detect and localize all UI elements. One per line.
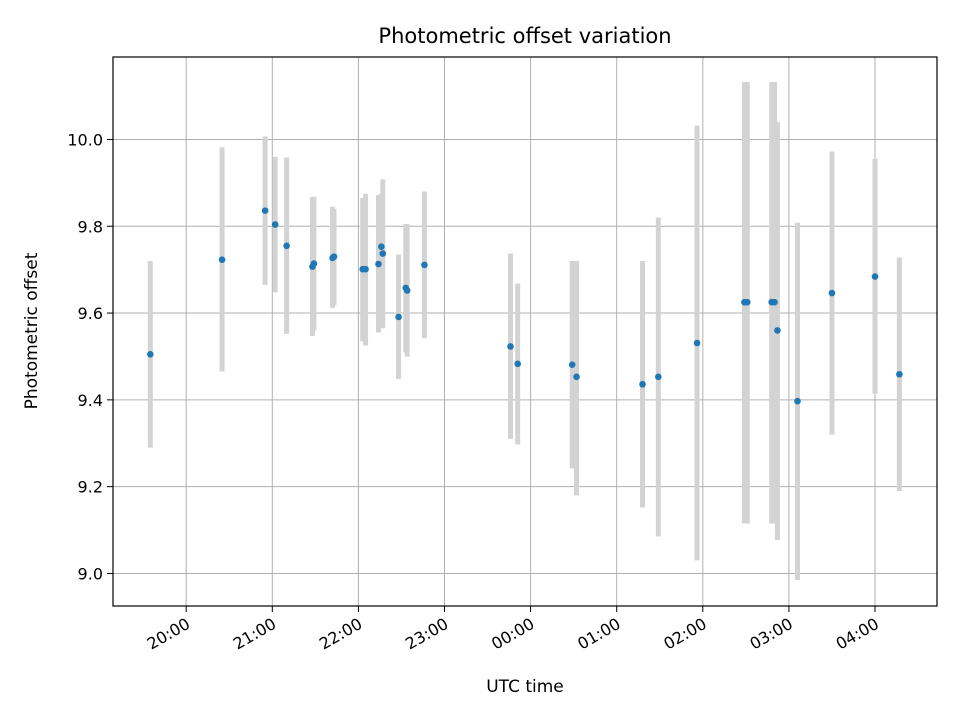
data-points: [147, 207, 903, 405]
data-point: [514, 360, 521, 368]
data-point: [218, 256, 226, 263]
y-tick-label: 9.4: [78, 391, 103, 410]
data-point: [283, 242, 290, 250]
data-point: [379, 250, 387, 257]
data-point: [743, 298, 751, 306]
data-point: [147, 350, 154, 358]
data-point: [375, 260, 382, 268]
y-tick-label: 9.0: [78, 564, 103, 583]
x-axis-label: UTC time: [486, 677, 564, 697]
data-point: [693, 339, 701, 347]
data-point: [421, 261, 428, 269]
data-point: [403, 287, 411, 294]
data-point: [871, 273, 879, 280]
chart-title: Photometric offset variation: [378, 24, 671, 48]
y-tick-label: 9.2: [78, 478, 103, 497]
data-point: [330, 253, 338, 260]
data-point: [774, 327, 781, 334]
plot-frame: [112, 56, 938, 607]
data-point: [271, 221, 279, 228]
data-point: [655, 373, 662, 381]
y-tick-label: 10.0: [67, 130, 103, 149]
data-point: [828, 289, 836, 297]
data-point: [310, 260, 318, 267]
data-point: [639, 380, 646, 388]
data-point: [507, 343, 514, 350]
data-point: [771, 298, 778, 306]
data-point: [573, 373, 580, 381]
data-point: [362, 265, 369, 273]
data-point: [261, 207, 269, 214]
y-axis-label: Photometric offset: [22, 252, 42, 409]
data-point: [395, 313, 402, 321]
data-point: [794, 397, 801, 405]
data-point: [568, 361, 576, 369]
y-tick-label: 9.6: [78, 304, 103, 323]
data-point: [896, 370, 903, 378]
y-axis-ticks: 9.0 9.2 9.4 9.6 9.8 10.0: [67, 130, 113, 583]
data-point: [378, 243, 385, 250]
y-tick-label: 9.8: [78, 217, 103, 236]
